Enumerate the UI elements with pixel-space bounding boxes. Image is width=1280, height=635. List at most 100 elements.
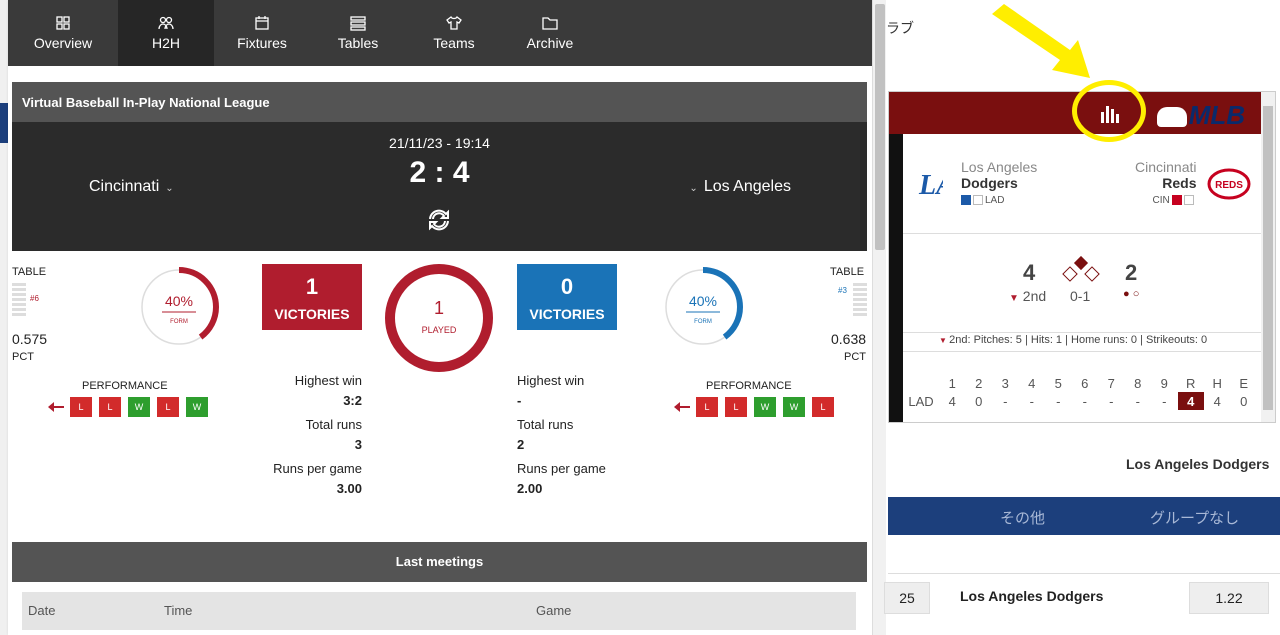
scrollbar-thumb[interactable]	[875, 4, 885, 250]
tab-tables[interactable]: Tables	[310, 0, 406, 66]
away-form-gauge: 40% FORM	[663, 267, 743, 347]
highest-win-label: Highest win	[517, 373, 585, 388]
dodgers-logo-icon: LA	[918, 170, 943, 201]
last-meetings-header: Last meetings	[12, 542, 867, 582]
victories-label: VICTORIES	[529, 306, 605, 322]
tab-other[interactable]: その他	[1000, 510, 1046, 527]
background-header-strip	[0, 103, 8, 143]
mlb-silhouette-icon	[1156, 107, 1187, 128]
reds-logo-icon: REDS	[1207, 168, 1251, 200]
tab-label: Fixtures	[237, 35, 287, 51]
away-victories: 0	[560, 274, 574, 299]
inning-header: 4	[1028, 375, 1036, 391]
result-badge: W	[185, 396, 209, 418]
total-runs-label: Total runs	[305, 417, 362, 432]
svg-text:LA: LA	[918, 170, 943, 201]
tab-fixtures[interactable]: Fixtures	[214, 0, 310, 66]
chevron-down-icon: ⌄	[689, 183, 698, 194]
match-date: 21/11/23 - 19:14	[389, 135, 490, 151]
divider	[903, 233, 1263, 234]
tab-no-group[interactable]: グループなし	[1150, 510, 1240, 527]
mlb-logo: MLB	[1156, 100, 1245, 131]
outs-indicator: ● ○	[1123, 288, 1140, 300]
chevron-down-icon: ⌄	[165, 183, 174, 194]
away-mini-table	[853, 283, 867, 318]
tab-h2h[interactable]: H2H	[118, 0, 214, 66]
betting-tabs: その他 グループなし	[888, 497, 1280, 535]
scrollbar-thumb[interactable]	[1263, 106, 1273, 410]
last-meetings-table-header: Date Time Game	[22, 592, 856, 630]
divider	[903, 332, 1263, 333]
inning-header: 8	[1134, 375, 1142, 391]
inning-header: 7	[1107, 375, 1115, 391]
bet-team-name: Los Angeles Dodgers	[960, 588, 1104, 604]
home-team-block: Cincinnati Reds CIN	[1135, 159, 1196, 206]
away-team-selector[interactable]: ⌄ Los Angeles	[683, 178, 791, 196]
home-form-pct: 40%	[165, 293, 193, 309]
overview-icon	[56, 16, 70, 30]
inning-score: -	[1003, 393, 1008, 409]
refresh-icon[interactable]	[426, 207, 452, 233]
team-abbr: LAD	[908, 393, 934, 409]
away-nickname: Dodgers	[961, 175, 1018, 191]
away-city: Los Angeles	[961, 159, 1038, 175]
home-abbr: CIN	[1152, 195, 1170, 206]
inning-header: 6	[1081, 375, 1089, 391]
home-abbr-row: CIN	[1135, 195, 1196, 206]
home-stats: Highest win 3:2 Total runs 3 Runs per ga…	[252, 372, 362, 504]
widget-scrollbar[interactable]	[1261, 92, 1275, 422]
home-form-gauge: 40% FORM	[139, 267, 219, 347]
inning-header: 5	[1054, 375, 1062, 391]
league-title: Virtual Baseball In-Play National League	[12, 82, 867, 122]
result-badge: L	[98, 396, 122, 418]
inning-score: -	[1162, 393, 1167, 409]
odd-button[interactable]: 1.22	[1189, 582, 1269, 614]
victories-label: VICTORIES	[274, 306, 350, 322]
arrow-left-icon	[674, 402, 690, 412]
h2h-icon	[158, 16, 174, 30]
arrow-left-icon	[48, 402, 64, 412]
home-total-runs: 3	[354, 437, 362, 452]
match-score: 2 : 4	[409, 156, 470, 189]
result-badge: L	[811, 396, 835, 418]
home-form-label: FORM	[170, 319, 188, 325]
away-pct: 0.638	[831, 331, 867, 347]
home-victories-box: 1 VICTORIES	[262, 264, 362, 330]
annotation-circle	[1072, 80, 1146, 142]
inning-indicator: ▼ 2nd	[1009, 288, 1047, 304]
home-pct-label: PCT	[12, 351, 34, 363]
pitch-count: 0-1	[1070, 288, 1091, 304]
result-badge: L	[156, 396, 180, 418]
bases-diamond-icon	[1062, 256, 1100, 282]
odd-button[interactable]: 25	[884, 582, 930, 614]
inning-header: 3	[1001, 375, 1009, 391]
home-team-selector[interactable]: Cincinnati ⌄	[89, 178, 180, 196]
top-navigation: Overview H2H Fixtures Tables Teams Archi…	[8, 0, 872, 66]
inning-score: 4	[948, 393, 956, 409]
inning-score: -	[1082, 393, 1087, 409]
team-heading: Los Angeles Dodgers	[1126, 456, 1270, 472]
mlb-scoreboard-widget: MLB LA Los Angeles Dodgers LAD Cincinnat…	[888, 91, 1276, 423]
result-badge: L	[69, 396, 93, 418]
tab-overview[interactable]: Overview	[8, 0, 118, 66]
tab-label: Overview	[33, 35, 93, 51]
inning-header: 1	[948, 375, 956, 391]
result-badge: L	[724, 396, 748, 418]
away-performance-label: PERFORMANCE	[706, 380, 792, 392]
bet-row: 25 Los Angeles Dodgers 1.22	[884, 573, 1280, 621]
home-performance-label: PERFORMANCE	[82, 380, 168, 392]
tab-archive[interactable]: Archive	[502, 0, 598, 66]
rpg-label: Runs per game	[273, 461, 362, 476]
inning-score: -	[1135, 393, 1140, 409]
away-rank: #3	[838, 286, 847, 295]
result-badge: W	[782, 396, 806, 418]
away-stats: Highest win - Total runs 2 Runs per game…	[517, 372, 627, 504]
popup-scrollbar[interactable]	[872, 0, 886, 635]
home-team-name: Cincinnati	[89, 178, 160, 195]
svg-text:REDS: REDS	[1215, 180, 1243, 191]
inning-score: -	[1109, 393, 1114, 409]
tab-teams[interactable]: Teams	[406, 0, 502, 66]
inning-score: 0	[1240, 393, 1248, 409]
inning-header: 2	[975, 375, 983, 391]
